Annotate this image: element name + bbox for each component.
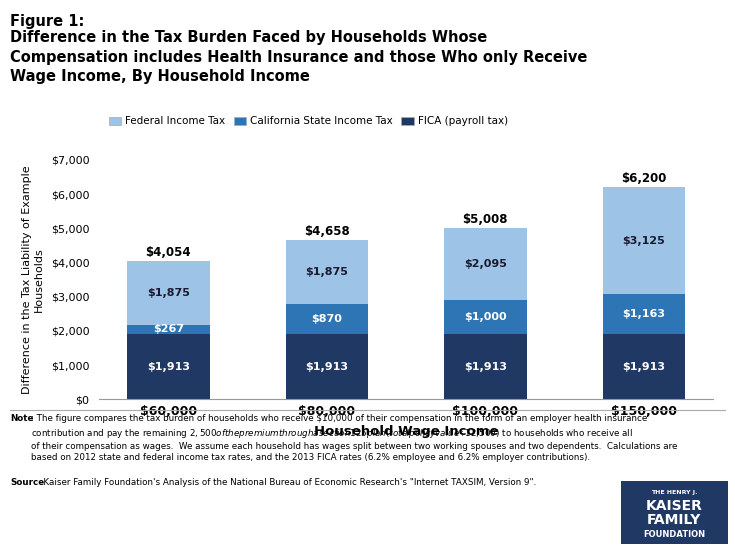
- Bar: [603, 334, 685, 399]
- Text: $267: $267: [153, 325, 184, 334]
- Text: KAISER: KAISER: [646, 499, 703, 514]
- Bar: [444, 228, 526, 300]
- Bar: [127, 334, 209, 399]
- Legend: Federal Income Tax, California State Income Tax, FICA (payroll tax): Federal Income Tax, California State Inc…: [104, 112, 512, 131]
- Bar: [286, 304, 368, 334]
- Text: $1,875: $1,875: [306, 267, 348, 277]
- Text: $2,095: $2,095: [464, 259, 506, 269]
- Text: $3,125: $3,125: [623, 236, 665, 246]
- Text: : The figure compares the tax burden of households who receive $10,000 of their : : The figure compares the tax burden of …: [31, 414, 677, 462]
- Text: $4,658: $4,658: [304, 225, 350, 238]
- Bar: [127, 261, 209, 325]
- Text: $1,913: $1,913: [623, 361, 665, 372]
- Text: FAMILY: FAMILY: [648, 514, 701, 527]
- Text: $5,008: $5,008: [462, 213, 508, 226]
- Text: :  Kaiser Family Foundation's Analysis of the National Bureau of Economic Resear: : Kaiser Family Foundation's Analysis of…: [35, 478, 537, 487]
- Text: $1,875: $1,875: [147, 288, 190, 298]
- Bar: [603, 294, 685, 334]
- Bar: [603, 187, 685, 294]
- Text: Source: Source: [10, 478, 44, 487]
- Bar: [444, 300, 526, 334]
- Text: Note: Note: [10, 414, 34, 423]
- Text: THE HENRY J.: THE HENRY J.: [651, 490, 698, 495]
- Bar: [127, 325, 209, 334]
- Text: FOUNDATION: FOUNDATION: [643, 530, 706, 539]
- Y-axis label: Difference in the Tax Liability of Example
Households: Difference in the Tax Liability of Examp…: [22, 165, 44, 394]
- Bar: [444, 334, 526, 399]
- Text: $4,054: $4,054: [146, 246, 191, 258]
- Text: $6,200: $6,200: [621, 172, 667, 185]
- Text: $1,163: $1,163: [623, 309, 665, 319]
- Text: $1,913: $1,913: [464, 361, 507, 372]
- Text: $1,913: $1,913: [147, 361, 190, 372]
- X-axis label: Household Wage Income: Household Wage Income: [314, 425, 498, 438]
- Text: Figure 1:: Figure 1:: [10, 14, 85, 29]
- Bar: [286, 240, 368, 304]
- Bar: [286, 334, 368, 399]
- Text: Difference in the Tax Burden Faced by Households Whose
Compensation includes Hea: Difference in the Tax Burden Faced by Ho…: [10, 30, 588, 84]
- Text: $1,913: $1,913: [305, 361, 348, 372]
- Text: $870: $870: [312, 314, 343, 324]
- Text: $1,000: $1,000: [464, 312, 506, 322]
